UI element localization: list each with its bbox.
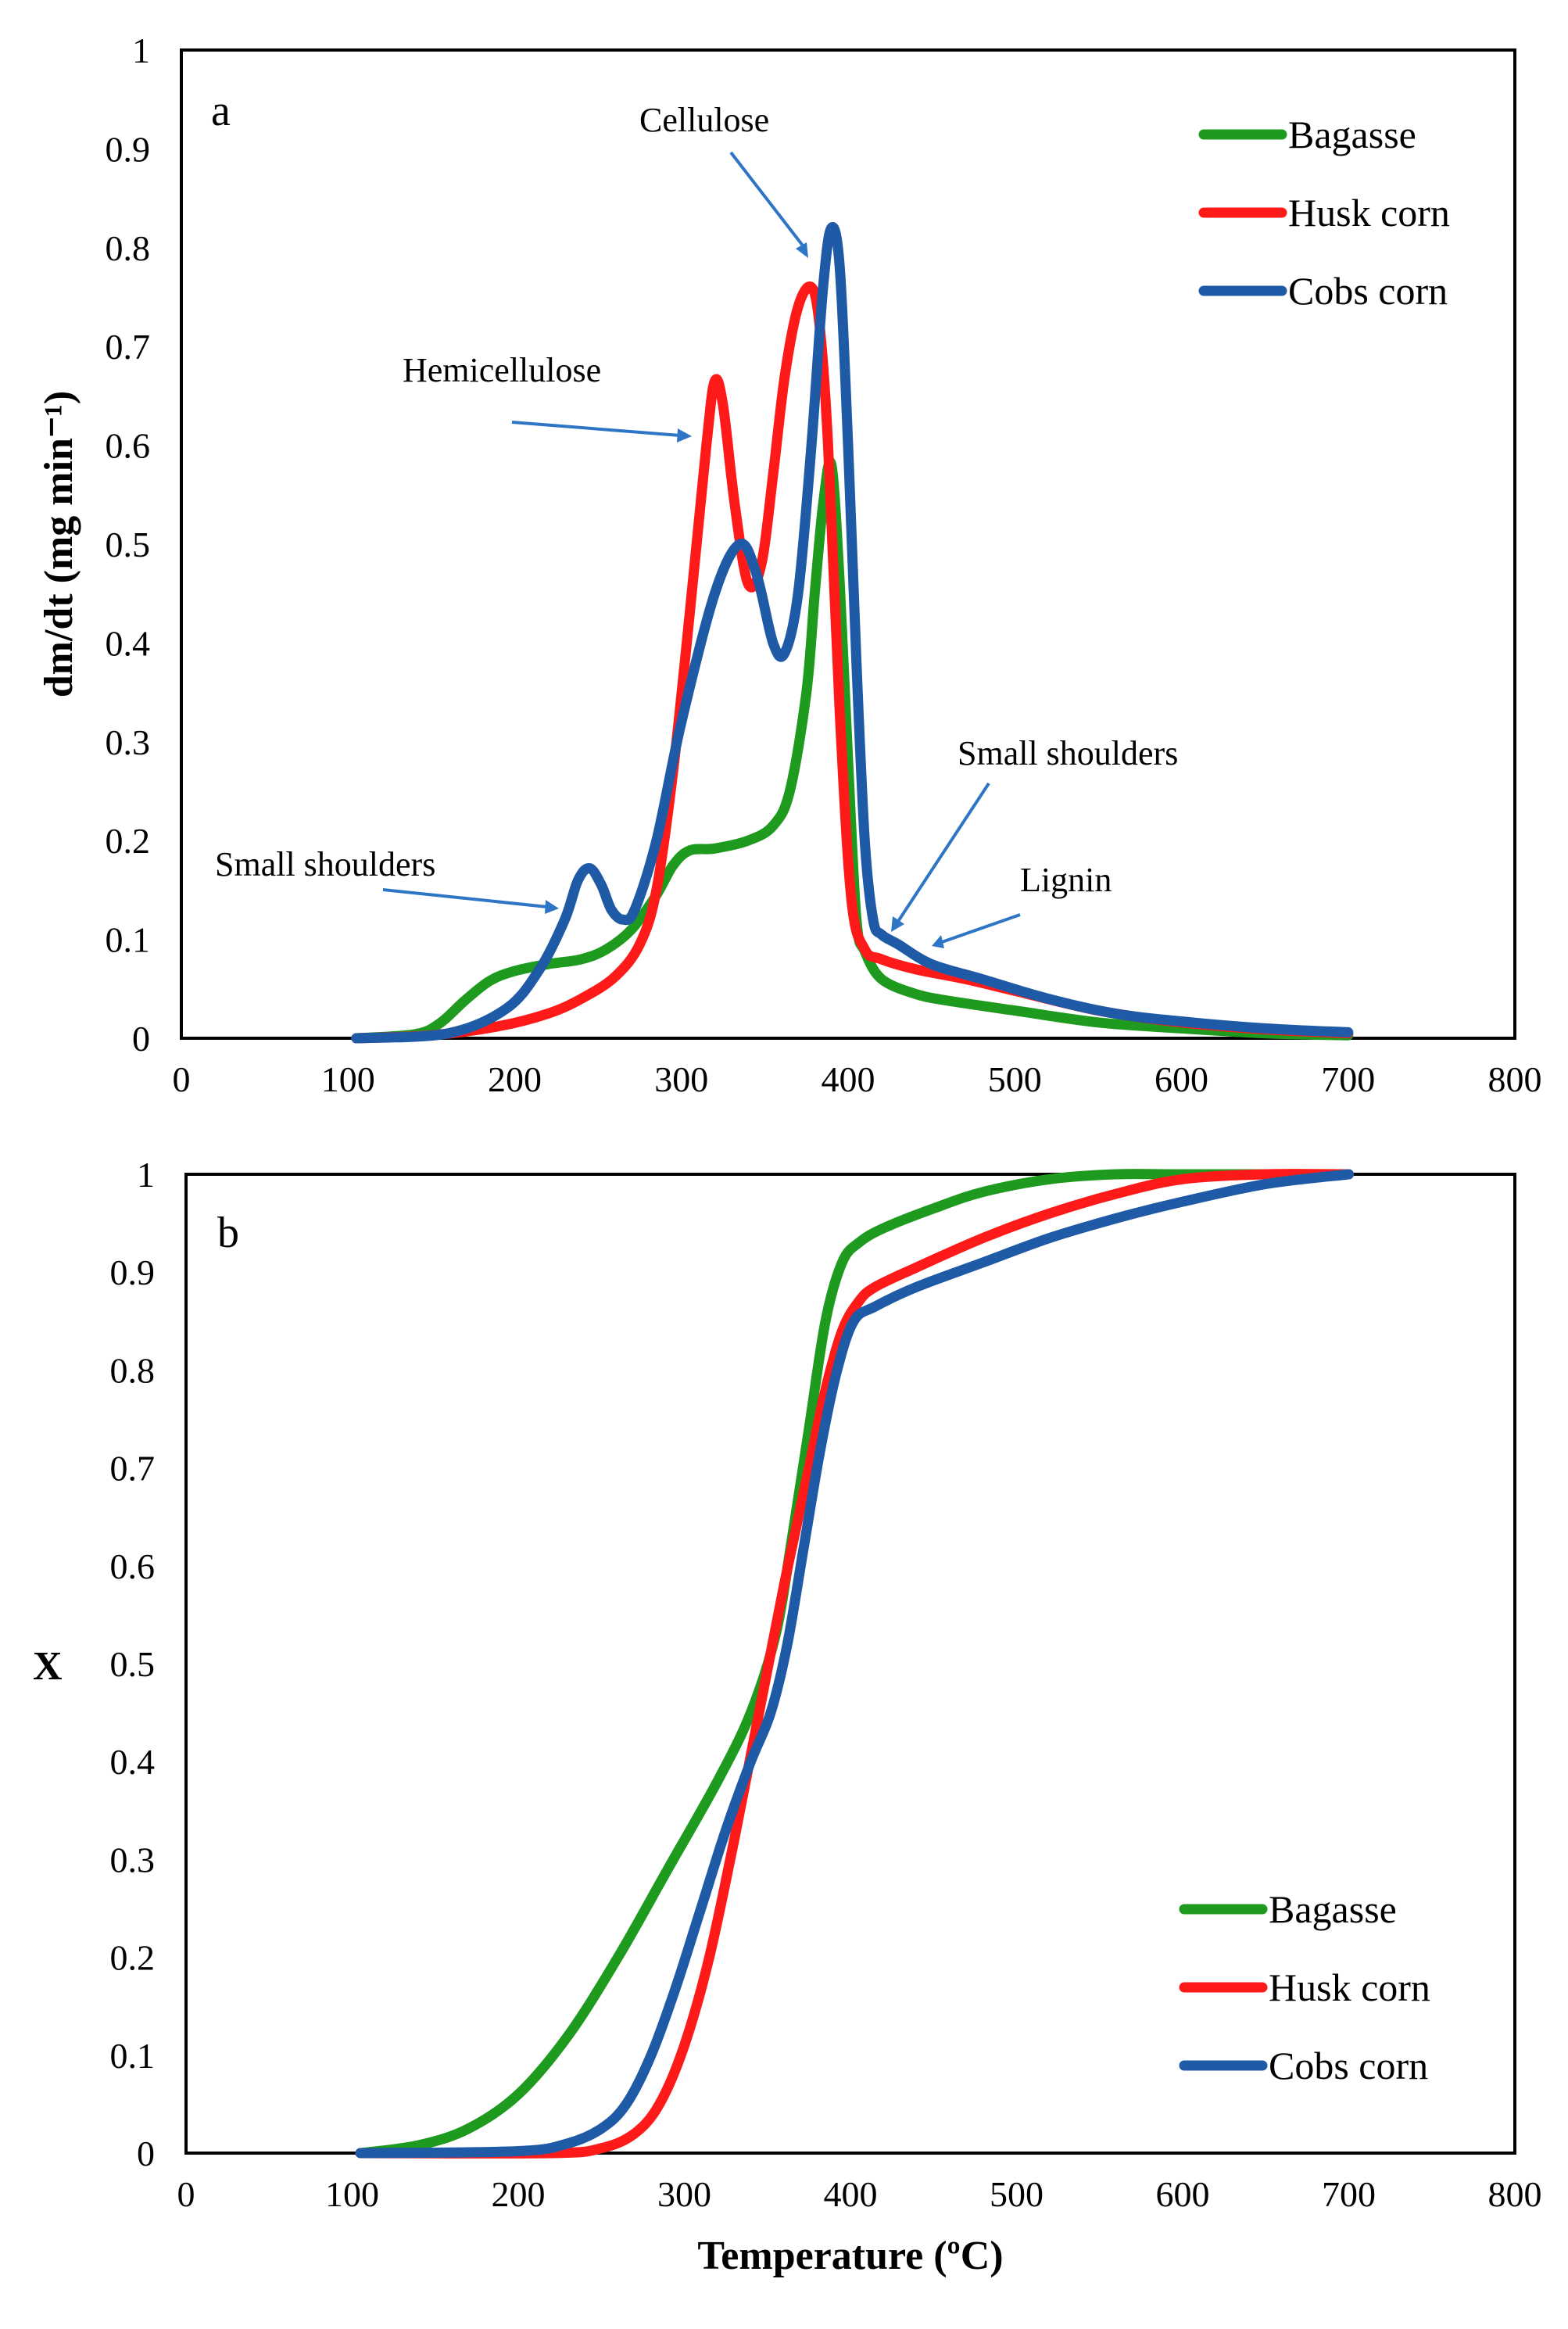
panel-b-legend: Bagasse Husk corn Cobs corn [1179,1887,1430,2087]
arrow-small-shoulders-left [382,888,548,908]
annotation-lignin: Lignin [1020,861,1112,899]
series-line-cobs-corn [355,1169,1354,2159]
panel-a-series [351,222,1354,1044]
legend-label-husk-corn: Husk corn [1269,1965,1430,2009]
x-tick-label: 400 [822,1059,875,1099]
x-tick-label: 400 [824,2174,878,2214]
annotation-cellulose: Cellulose [639,101,769,139]
y-tick-label: 0 [137,2134,155,2173]
panel-a-annotations: Cellulose Hemicellulose Small shoulders … [215,101,1178,948]
y-tick-label: 0.3 [106,722,151,762]
panel-b-x-ticks: 0 100 200 300 400 500 600 700 800 [177,2174,1542,2214]
y-tick-label: 1 [132,30,150,70]
panel-a-legend: Bagasse Husk corn Cobs corn [1198,113,1450,313]
y-tick-label: 1 [137,1155,155,1195]
legend-label-bagasse: Bagasse [1269,1887,1397,1931]
x-tick-label: 200 [488,1059,542,1099]
panel-b-y-ticks: 0 0.1 0.2 0.3 0.4 0.5 0.6 0.7 0.8 0.9 1 [110,1155,156,2173]
arrowhead-cellulose [796,242,808,258]
panel-a-y-axis-title: dm/dt (mg min⁻¹) [37,391,81,698]
y-tick-label: 0.9 [106,129,151,169]
y-tick-label: 0.9 [110,1252,156,1292]
x-tick-label: 500 [990,2174,1044,2214]
panel-b-plot-frame [184,1173,1516,2155]
annotation-hemicellulose: Hemicellulose [403,351,601,389]
panel-b-series [355,1169,1354,2159]
y-tick-label: 0.4 [110,1742,156,1782]
x-tick-label: 700 [1321,1059,1375,1099]
y-tick-label: 0.6 [106,426,151,466]
x-tick-label: 200 [492,2174,546,2214]
y-tick-label: 0.7 [106,327,151,367]
arrow-cellulose [729,151,807,250]
x-tick-label: 300 [654,1059,708,1099]
x-tick-label: 500 [988,1059,1042,1099]
x-tick-label: 800 [1488,1059,1542,1099]
y-tick-label: 0.1 [110,2036,156,2076]
legend-label-husk-corn: Husk corn [1288,191,1450,235]
x-tick-label: 600 [1156,2174,1210,2214]
y-tick-label: 0.7 [110,1449,156,1489]
x-tick-label: 0 [173,1059,191,1099]
panel-a-plot-frame [180,48,1516,1040]
legend-label-bagasse: Bagasse [1288,113,1416,156]
arrow-lignin [941,913,1021,944]
x-tick-label: 100 [321,1059,375,1099]
annotation-small-shoulders-left: Small shoulders [215,845,435,883]
x-tick-label: 600 [1155,1059,1208,1099]
x-tick-label: 100 [325,2174,379,2214]
y-tick-label: 0.8 [106,228,151,268]
annotation-small-shoulders-right: Small shoulders [958,734,1178,772]
y-tick-label: 0.3 [110,1840,156,1879]
y-tick-label: 0.4 [106,623,151,663]
arrowhead-lignin [932,935,944,948]
y-tick-label: 0.6 [110,1546,156,1586]
arrowhead-small-shoulders-right [891,916,904,932]
arrowhead-hemicellulose [677,428,692,443]
arrow-small-shoulders-right [896,782,990,924]
x-tick-label: 800 [1488,2174,1542,2214]
series-line-cobs-corn [351,222,1354,1044]
panel-b: b X Temperature (ºC) 0 0.1 0.2 0.3 0.4 0.5 0.6… [33,1155,1542,2278]
x-tick-label: 0 [177,2174,195,2214]
panel-a-label: a [211,87,231,135]
y-tick-label: 0 [132,1019,150,1059]
panel-b-x-axis-title: Temperature (ºC) [697,2234,1003,2278]
arrow-hemicellulose [511,421,681,437]
panel-a: a dm/dt (mg min⁻¹) 0 0.1 0.2 0.3 0.4 0.5 0.6 0.… [37,30,1542,1099]
y-tick-label: 0.8 [110,1350,156,1390]
series-line-husk-corn [355,1169,1354,2159]
legend-label-cobs-corn: Cobs corn [1288,269,1448,313]
panel-a-x-ticks: 0 100 200 300 400 500 600 700 800 [173,1059,1542,1099]
y-tick-label: 0.5 [110,1644,156,1684]
x-tick-label: 300 [657,2174,711,2214]
x-tick-label: 700 [1322,2174,1376,2214]
arrowhead-small-shoulders-left [545,900,559,914]
panel-a-y-ticks: 0 0.1 0.2 0.3 0.4 0.5 0.6 0.7 0.8 0.9 1 [106,30,151,1059]
y-tick-label: 0.5 [106,525,151,564]
y-tick-label: 0.2 [110,1938,156,1978]
legend-label-cobs-corn: Cobs corn [1269,2044,1428,2087]
y-tick-label: 0.1 [106,920,151,960]
panel-b-label: b [217,1209,239,1257]
panel-b-y-axis-title: X [33,1644,63,1689]
series-line-husk-corn [351,281,1354,1044]
y-tick-label: 0.2 [106,821,151,861]
